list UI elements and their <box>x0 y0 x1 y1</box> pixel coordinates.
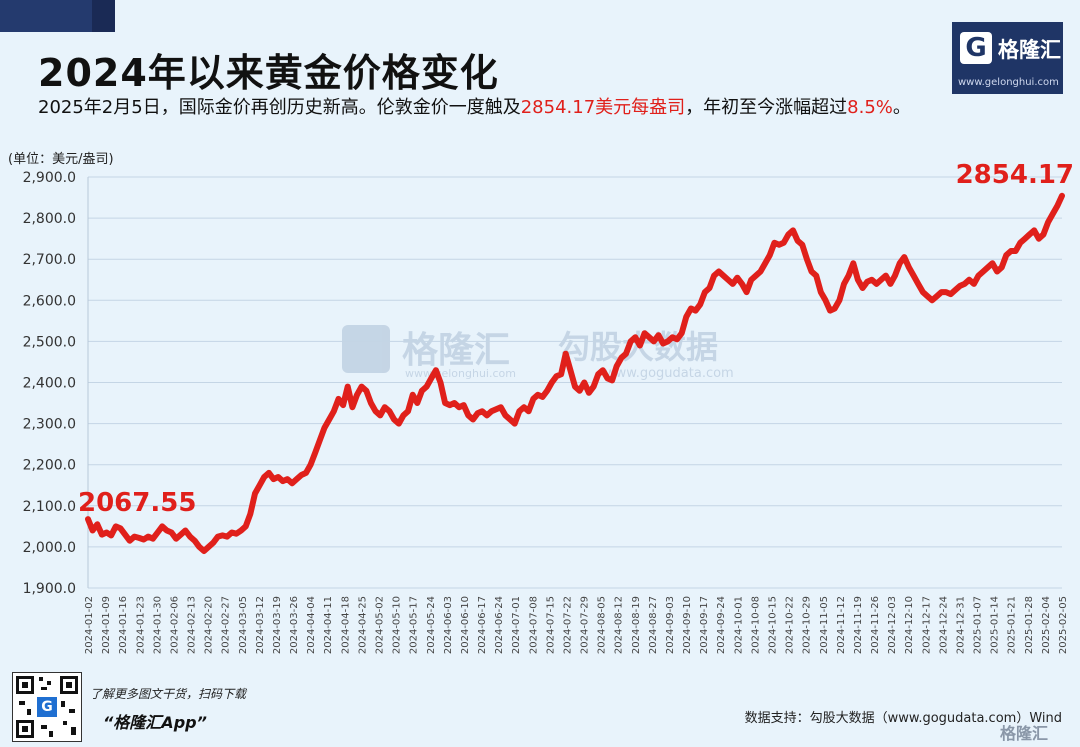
y-tick-label: 2,500.0 <box>23 334 76 350</box>
watermark-logo-icon <box>342 325 390 373</box>
unit-label: (单位：美元/盎司) <box>8 152 114 167</box>
x-tick-label: 2024-09-10 <box>682 596 693 654</box>
x-tick-label: 2024-07-08 <box>528 596 539 654</box>
y-tick-label: 2,200.0 <box>23 458 76 474</box>
start-value-label: 2067.55 <box>78 488 196 518</box>
promo-app-name: “格隆汇App” <box>103 713 207 732</box>
x-tick-label: 2024-07-29 <box>580 596 591 654</box>
x-tick-label: 2024-10-08 <box>750 596 761 654</box>
x-tick-label: 2024-10-15 <box>768 596 779 654</box>
y-tick-label: 2,700.0 <box>23 252 76 268</box>
y-tick-label: 2,800.0 <box>23 211 76 227</box>
watermark-left-url: www.gelonghui.com <box>405 367 516 380</box>
x-tick-label: 2025-02-05 <box>1058 596 1069 654</box>
x-tick-label: 2024-02-27 <box>221 596 232 654</box>
watermark: 格隆汇www.gelonghui.com勾股大数据www.gogudata.co… <box>342 325 734 381</box>
x-tick-label: 2024-08-19 <box>631 596 642 654</box>
x-tick-label: 2024-08-05 <box>597 596 608 654</box>
x-tick-label: 2024-03-19 <box>272 596 283 654</box>
y-tick-label: 2,900.0 <box>23 170 76 186</box>
y-tick-label: 1,900.0 <box>23 581 76 597</box>
bottom-watermark: 格隆汇 <box>1000 724 1049 743</box>
promo-text: 了解更多图文干货，扫码下载 <box>90 687 247 701</box>
x-tick-label: 2024-11-12 <box>836 596 847 654</box>
data-source: 数据支持：勾股大数据（www.gogudata.com）Wind <box>744 711 1062 726</box>
watermark-right-url: www.gogudata.com <box>605 366 734 381</box>
x-tick-label: 2024-05-24 <box>426 596 437 654</box>
x-tick-label: 2024-05-02 <box>374 596 385 654</box>
logo-g-icon: G <box>960 32 992 64</box>
x-tick-label: 2024-12-31 <box>955 596 966 654</box>
logo-name: 格隆汇 <box>998 38 1061 62</box>
x-tick-label: 2024-07-01 <box>511 596 522 654</box>
qr-code: G <box>12 672 82 742</box>
end-value-label: 2854.17 <box>956 160 1074 190</box>
x-tick-label: 2024-10-22 <box>785 596 796 654</box>
y-tick-label: 2,100.0 <box>23 499 76 515</box>
y-tick-label: 2,600.0 <box>23 293 76 309</box>
x-tick-label: 2024-03-12 <box>255 596 266 654</box>
y-tick-label: 2,000.0 <box>23 540 76 556</box>
qr-pattern <box>16 676 78 738</box>
x-tick-label: 2024-01-16 <box>118 596 129 654</box>
x-tick-label: 2025-01-14 <box>990 596 1001 654</box>
x-tick-label: 2024-06-03 <box>443 596 454 654</box>
x-tick-label: 2024-02-06 <box>169 596 180 654</box>
x-tick-label: 2024-12-24 <box>938 596 949 654</box>
subtitle-text-3: 。 <box>892 97 911 118</box>
watermark-left: 格隆汇 <box>402 330 510 371</box>
x-tick-label: 2024-03-26 <box>289 596 300 654</box>
x-tick-label: 2024-12-10 <box>904 596 915 654</box>
x-tick-label: 2024-01-02 <box>84 596 95 654</box>
x-tick-label: 2024-08-12 <box>614 596 625 654</box>
x-tick-label: 2024-07-15 <box>545 596 556 654</box>
x-tick-label: 2024-12-17 <box>921 596 932 654</box>
x-tick-label: 2024-04-04 <box>306 596 317 654</box>
qr-logo-icon: G <box>37 697 57 717</box>
x-tick-label: 2024-02-13 <box>187 596 198 654</box>
subtitle-highlight-price: 2854.17美元每盎司 <box>520 97 686 118</box>
x-tick-label: 2024-04-18 <box>340 596 351 654</box>
y-tick-label: 2,400.0 <box>23 376 76 392</box>
x-tick-label: 2024-12-03 <box>887 596 898 654</box>
chart-title: 2024年以来黄金价格变化 <box>38 51 499 95</box>
x-tick-label: 2024-05-10 <box>392 596 403 654</box>
x-tick-label: 2024-11-26 <box>870 596 881 654</box>
x-tick-label: 2024-03-05 <box>238 596 249 654</box>
subtitle-text-2: ，年初至今涨幅超过 <box>685 97 848 118</box>
corner-stripe <box>92 0 115 32</box>
x-tick-label: 2024-09-17 <box>699 596 710 654</box>
x-tick-label: 2024-09-24 <box>716 596 727 654</box>
x-tick-label: 2025-01-21 <box>1007 596 1018 654</box>
x-tick-label: 2024-10-29 <box>802 596 813 654</box>
x-tick-label: 2024-06-10 <box>460 596 471 654</box>
x-tick-label: 2025-01-28 <box>1024 596 1035 654</box>
x-tick-label: 2024-02-20 <box>204 596 215 654</box>
x-tick-label: 2024-05-17 <box>409 596 420 654</box>
logo-url: www.gelonghui.com <box>958 77 1059 88</box>
x-tick-label: 2025-02-04 <box>1041 596 1052 654</box>
x-tick-label: 2024-06-17 <box>477 596 488 654</box>
x-tick-label: 2024-04-25 <box>357 596 368 654</box>
subtitle-text-1: 2025年2月5日，国际金价再创历史新高。伦敦金价一度触及 <box>38 97 521 118</box>
x-tick-label: 2024-11-05 <box>819 596 830 654</box>
x-tick-label: 2024-01-30 <box>152 596 163 654</box>
x-tick-label: 2024-09-03 <box>665 596 676 654</box>
subtitle-highlight-pct: 8.5% <box>847 97 893 118</box>
x-tick-label: 2025-01-07 <box>973 596 984 654</box>
x-tick-label: 2024-01-09 <box>101 596 112 654</box>
x-tick-label: 2024-07-22 <box>562 596 573 654</box>
x-tick-label: 2024-01-23 <box>135 596 146 654</box>
x-tick-label: 2024-06-24 <box>494 596 505 654</box>
y-tick-label: 2,300.0 <box>23 417 76 433</box>
x-tick-label: 2024-04-11 <box>323 596 334 654</box>
chart-subtitle: 2025年2月5日，国际金价再创历史新高。伦敦金价一度触及2854.17美元每盎… <box>38 93 911 119</box>
gold-price-line <box>85 192 1065 554</box>
x-tick-label: 2024-08-27 <box>648 596 659 654</box>
x-tick-label: 2024-11-19 <box>853 596 864 654</box>
x-tick-label: 2024-10-01 <box>733 596 744 654</box>
gelonghui-logo: G 格隆汇 www.gelonghui.com <box>952 22 1063 94</box>
